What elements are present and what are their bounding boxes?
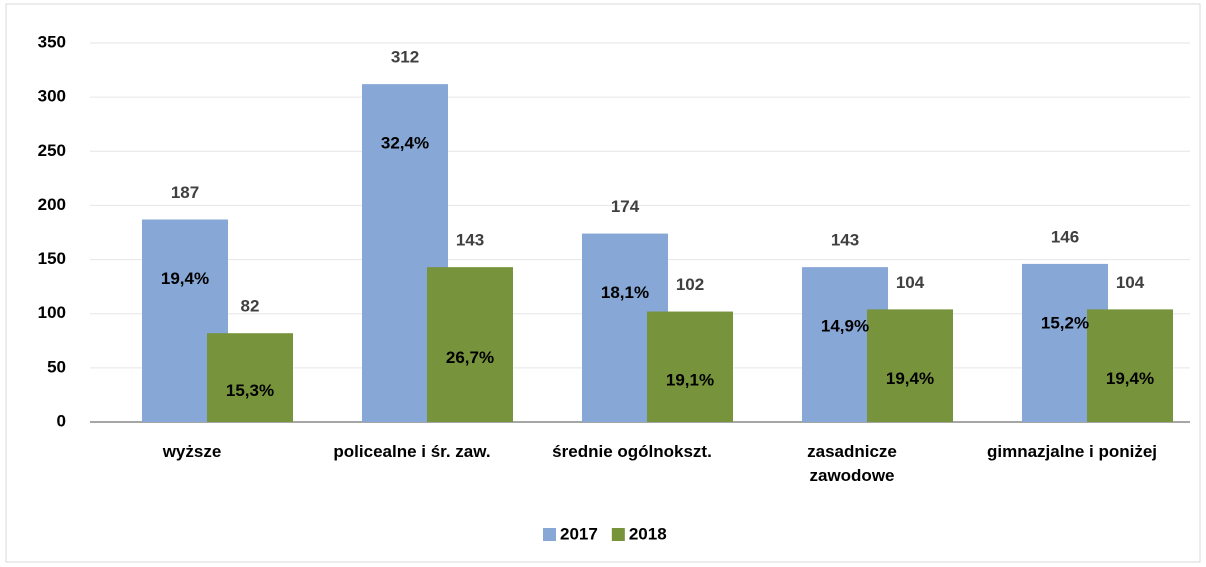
legend-swatch: [611, 528, 625, 541]
x-tick-label: zasadnicze zawodowe: [807, 442, 897, 485]
y-tick-label: 100: [38, 303, 66, 322]
value-label: 187: [171, 183, 199, 202]
share-label: 32,4%: [381, 134, 429, 153]
value-label: 82: [241, 297, 260, 316]
y-tick-label: 150: [38, 249, 66, 268]
bar: [647, 311, 733, 422]
value-label: 143: [456, 231, 484, 250]
share-label: 18,1%: [601, 283, 649, 302]
y-tick-label: 250: [38, 141, 66, 160]
value-label: 104: [1116, 273, 1145, 292]
legend-swatch: [543, 528, 556, 541]
y-tick-label: 0: [57, 411, 66, 430]
share-label: 26,7%: [446, 348, 494, 367]
value-label: 104: [896, 273, 925, 292]
share-label: 14,9%: [821, 317, 869, 336]
value-label: 174: [611, 197, 640, 216]
value-label: 102: [676, 275, 704, 294]
bar: [867, 309, 953, 422]
y-tick-label: 350: [38, 32, 66, 51]
value-label: 312: [391, 48, 419, 67]
x-tick-label: średnie ogólnokszt.: [552, 442, 712, 461]
bar: [207, 333, 293, 422]
legend-label: 2017: [560, 524, 598, 543]
legend-label: 2018: [629, 524, 667, 543]
x-tick-label: policealne i śr. zaw.: [333, 442, 491, 461]
x-tick-label: wyższe: [162, 442, 222, 461]
x-tick-label: gimnazjalne i poniżej: [986, 442, 1158, 461]
share-label: 15,3%: [226, 381, 274, 400]
bar: [427, 267, 513, 422]
bar: [1087, 309, 1173, 422]
share-label: 15,2%: [1041, 313, 1089, 332]
value-label: 143: [831, 231, 859, 250]
y-tick-label: 300: [38, 87, 66, 106]
y-tick-label: 50: [47, 357, 66, 376]
share-label: 19,1%: [666, 370, 714, 389]
share-label: 19,4%: [886, 369, 934, 388]
value-label: 146: [1051, 227, 1079, 246]
share-label: 19,4%: [161, 269, 209, 288]
y-tick-label: 200: [38, 195, 66, 214]
share-label: 19,4%: [1106, 369, 1154, 388]
